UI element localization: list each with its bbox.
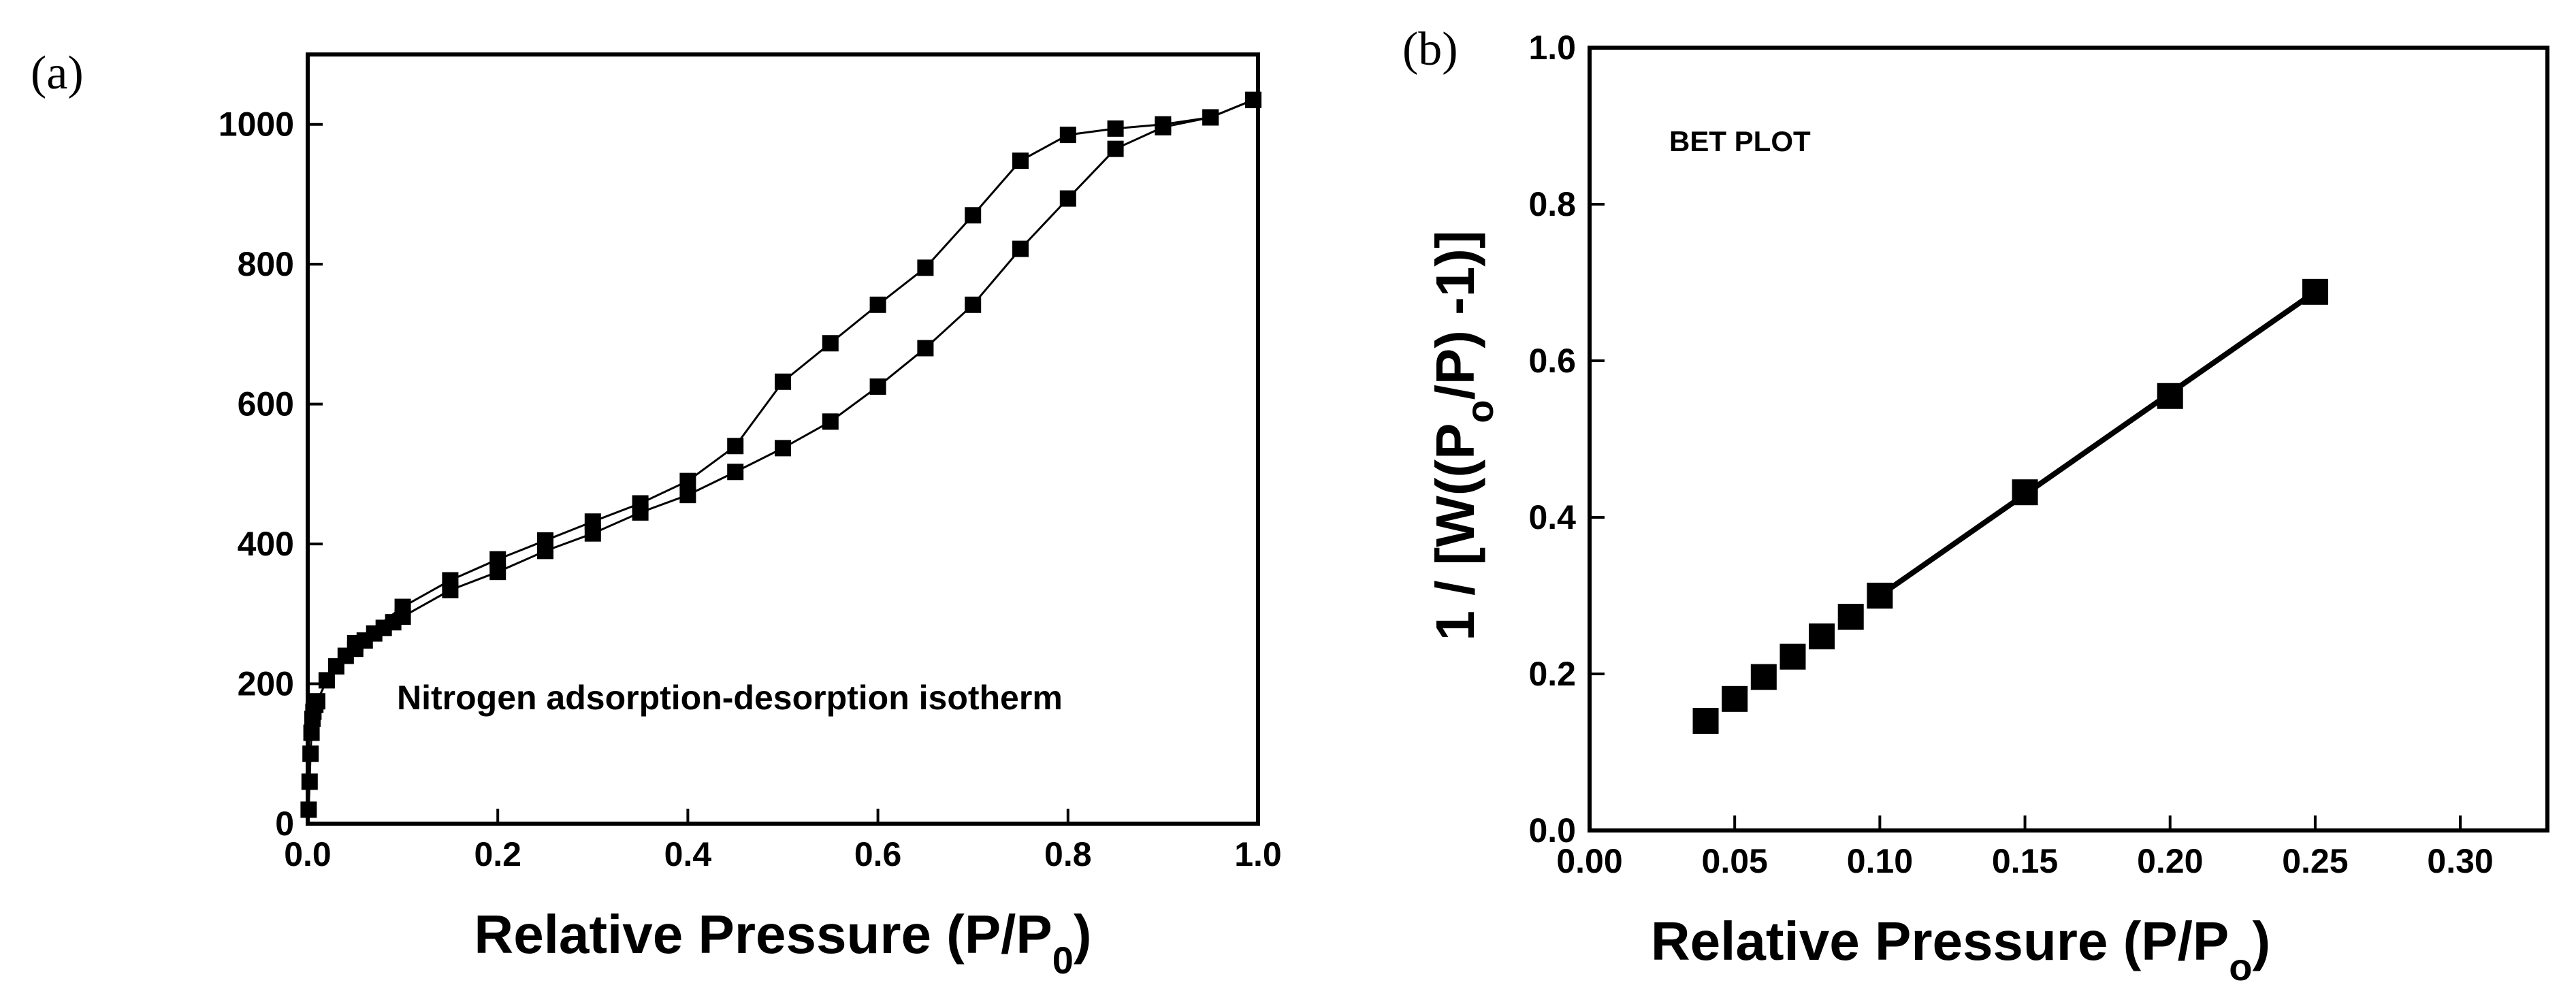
x-tick-label: 0.25	[2282, 842, 2348, 880]
chart-a-plot-frame	[306, 52, 1260, 826]
chart-b-y-axis-title: 1 / [W((Po/P) -1)]	[1425, 230, 1501, 641]
x-tick-label: 0.00	[1556, 842, 1622, 880]
chart-b-y-axis-title-subscript: o	[1458, 400, 1501, 423]
x-tick-label: 0.4	[664, 835, 712, 873]
data-point	[2157, 383, 2183, 409]
y-tick-label: 1.0	[1528, 29, 1576, 67]
data-point-adsorption	[917, 340, 934, 357]
data-point-adsorption	[1059, 190, 1076, 207]
data-point-adsorption	[1012, 240, 1029, 257]
data-point-desorption	[917, 259, 934, 276]
data-point-desorption	[1107, 120, 1124, 137]
chart-a-x-axis-title-subscript: 0	[1052, 939, 1074, 982]
chart-b-axis-ticks: 0.00 0.05 0.10 0.15 0.20 0.25 0.30 0.0 0.2 0.4 0.6…	[1528, 29, 2493, 880]
chart-b-x-axis-title-main: Relative Pressure (P/P	[1651, 911, 2229, 971]
chart-a-marks	[300, 91, 1262, 818]
chart-a-x-axis-title: Relative Pressure (P/P0)	[474, 904, 1091, 982]
data-point-desorption	[537, 532, 553, 549]
chart-b-y-axis-title-main: 1 / [W((P	[1425, 423, 1485, 641]
data-point-desorption	[584, 513, 601, 530]
y-tick-label: 1000	[219, 106, 294, 144]
data-point	[1809, 623, 1835, 649]
x-tick-label: 0.0	[284, 835, 332, 873]
y-tick-label: 600	[238, 385, 294, 423]
x-tick-label: 0.30	[2427, 842, 2493, 880]
chart-b-panel-label: (b)	[1402, 23, 1458, 76]
x-tick-label: 0.10	[1847, 842, 1913, 880]
data-point-desorption	[869, 296, 886, 313]
data-point-desorption	[822, 335, 839, 352]
data-point-adsorption	[679, 487, 696, 504]
chart-b-x-axis-title-subscript: o	[2229, 946, 2252, 988]
chart-a-x-axis-title-main: Relative Pressure (P/P	[474, 904, 1052, 965]
data-point	[1837, 604, 1864, 630]
y-tick-label: 0.0	[1528, 811, 1576, 850]
data-point-adsorption	[308, 693, 325, 710]
chart-b-y-axis-title-end: /P) -1)]	[1425, 230, 1485, 400]
y-tick-label: 200	[238, 665, 294, 703]
data-point	[1750, 664, 1777, 690]
data-point-desorption	[679, 472, 696, 489]
x-tick-label: 0.8	[1044, 835, 1092, 873]
chart-b: (b) 0.00 0.05 0.10 0.15 0.20 0.25 0.300.00.20.…	[1402, 23, 2549, 988]
chart-a-annotation: Nitrogen adsorption-desorption isotherm	[397, 679, 1063, 717]
data-point-desorption	[1155, 116, 1172, 133]
data-point-desorption	[347, 634, 364, 651]
fit-line	[1878, 289, 2317, 598]
data-point-desorption	[394, 598, 411, 615]
y-tick-label: 0.8	[1528, 185, 1576, 223]
data-point	[1692, 708, 1719, 734]
y-tick-label: 0	[275, 805, 294, 843]
data-point-adsorption	[1107, 140, 1124, 157]
chart-a-axis-ticks: 0.0 0.2 0.4 0.6 0.8 1.0 0 200 400 600 800 1000	[219, 106, 1282, 873]
data-point-desorption	[965, 207, 982, 224]
data-point-desorption	[442, 572, 459, 589]
data-point-desorption	[632, 495, 649, 512]
chart-b-annotation: BET PLOT	[1669, 125, 1811, 157]
chart-a-x-axis-title-end: )	[1074, 904, 1092, 965]
chart-b-x-axis-title: Relative Pressure (P/Po)	[1651, 911, 2270, 988]
data-point-adsorption	[869, 378, 886, 395]
x-tick-label: 0.05	[1702, 842, 1768, 880]
chart-b-x-axis-title-end: )	[2252, 911, 2270, 971]
x-tick-label: 0.6	[854, 835, 902, 873]
y-tick-label: 800	[238, 245, 294, 283]
data-point	[1867, 583, 1893, 609]
x-tick-label: 1.0	[1234, 835, 1282, 873]
data-point-desorption	[727, 438, 744, 455]
data-point-adsorption	[775, 440, 791, 457]
chart-b-plot-frame	[1588, 46, 2549, 833]
x-tick-label: 0.15	[1992, 842, 2058, 880]
data-point-adsorption	[965, 296, 982, 313]
chart-a: (a) 0.0 0.2 0.4 0.6 0.8 1.002004006008001000 …	[31, 47, 1282, 982]
y-tick-label: 400	[238, 525, 294, 563]
data-point-desorption	[1059, 127, 1076, 144]
data-point-adsorption	[318, 672, 335, 689]
data-point	[1722, 685, 1748, 712]
x-tick-label: 0.2	[474, 835, 521, 873]
y-tick-label: 0.4	[1528, 498, 1576, 536]
y-tick-label: 0.6	[1528, 342, 1576, 380]
data-point-desorption	[489, 551, 506, 568]
data-point	[1780, 643, 1806, 670]
y-tick-label: 0.2	[1528, 655, 1576, 693]
data-point-adsorption	[822, 413, 839, 430]
chart-a-panel-label: (a)	[31, 47, 84, 99]
data-point	[2012, 479, 2038, 506]
data-point	[2302, 278, 2328, 305]
data-point-desorption	[1202, 109, 1219, 126]
x-tick-label: 0.20	[2137, 842, 2203, 880]
data-point-adsorption	[727, 464, 744, 481]
data-point-desorption	[775, 373, 791, 390]
data-point-desorption	[1012, 152, 1029, 169]
data-point-adsorption	[302, 745, 319, 762]
chart-b-marks	[1692, 278, 2328, 734]
